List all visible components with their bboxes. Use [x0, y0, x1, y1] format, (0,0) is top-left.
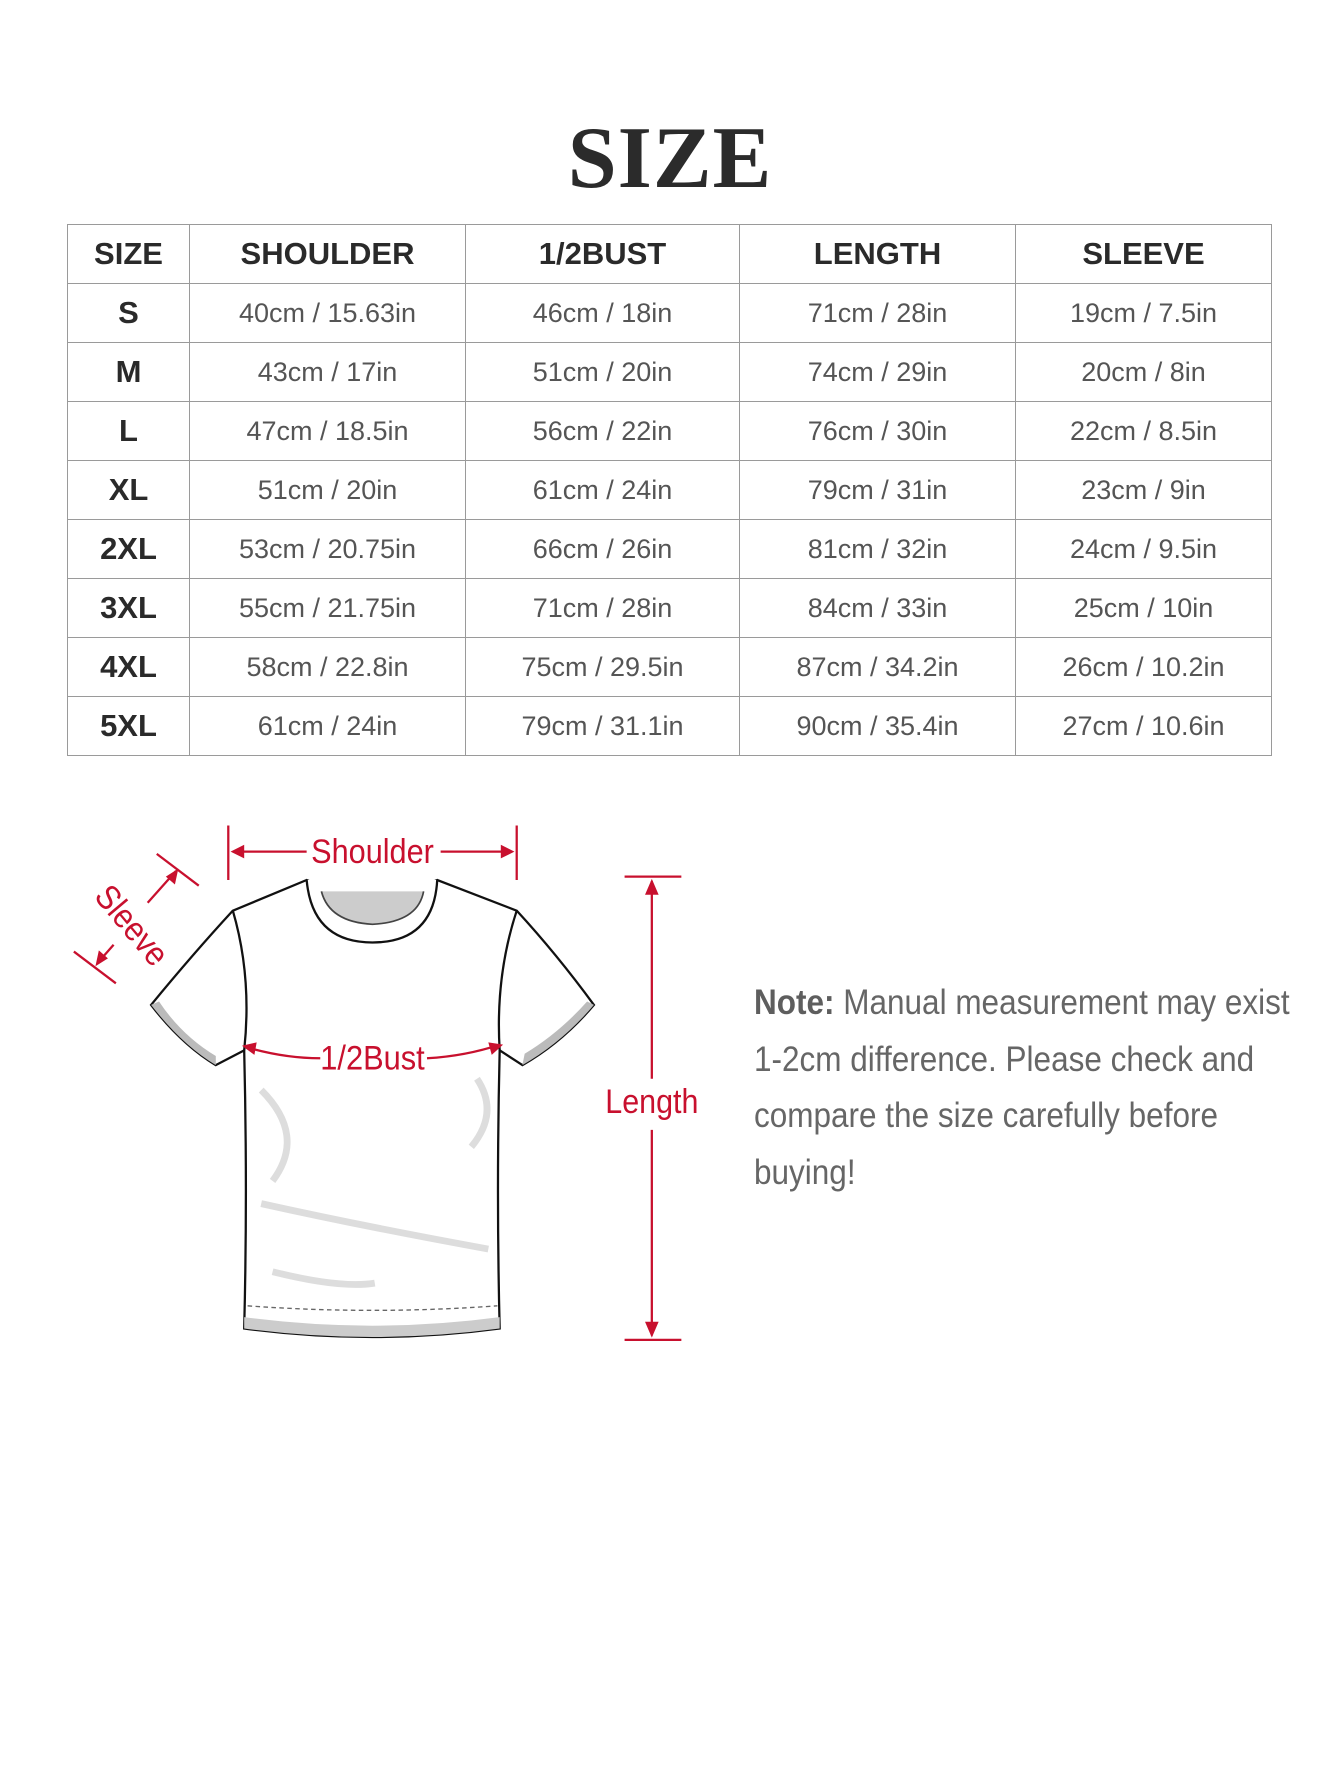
size-cell: L: [67, 401, 190, 461]
column-header-size: SIZE: [67, 224, 190, 284]
measurement-cell: 58cm / 22.8in: [189, 637, 466, 697]
measurement-cell: 40cm / 15.63in: [189, 283, 466, 343]
measurement-cell: 27cm / 10.6in: [1015, 696, 1272, 756]
size-cell: 3XL: [67, 578, 190, 638]
measurement-cell: 79cm / 31in: [739, 460, 1016, 520]
measurement-cell: 43cm / 17in: [189, 342, 466, 402]
measurement-cell: 81cm / 32in: [739, 519, 1016, 579]
measurement-note: Note: Manual measurement may exist 1-2cm…: [754, 975, 1312, 1201]
column-header-length: LENGTH: [739, 224, 1016, 284]
measurement-cell: 25cm / 10in: [1015, 578, 1272, 638]
table-row: M 43cm / 17in 51cm / 20in 74cm / 29in 20cm /…: [67, 342, 1272, 402]
size-cell: 2XL: [67, 519, 190, 579]
measurement-cell: 19cm / 7.5in: [1015, 283, 1272, 343]
measurement-cell: 26cm / 10.2in: [1015, 637, 1272, 697]
table-row: 5XL 61cm / 24in 79cm / 31.1in 90cm / 35.4in…: [67, 696, 1272, 756]
measurement-cell: 76cm / 30in: [739, 401, 1016, 461]
measurement-cell: 79cm / 31.1in: [465, 696, 740, 756]
measurement-cell: 71cm / 28in: [465, 578, 740, 638]
measurement-cell: 23cm / 9in: [1015, 460, 1272, 520]
measurement-cell: 74cm / 29in: [739, 342, 1016, 402]
measurement-cell: 22cm / 8.5in: [1015, 401, 1272, 461]
measurement-cell: 66cm / 26in: [465, 519, 740, 579]
measurement-cell: 56cm / 22in: [465, 401, 740, 461]
table-header-row: SIZE SHOULDER 1/2BUST LENGTH SLEEVE: [67, 224, 1272, 284]
measurement-cell: 90cm / 35.4in: [739, 696, 1016, 756]
measurement-arrows: [73, 825, 682, 1342]
measurement-cell: 47cm / 18.5in: [189, 401, 466, 461]
measurement-cell: 55cm / 21.75in: [189, 578, 466, 638]
column-header-sleeve: SLEEVE: [1015, 224, 1272, 284]
measurement-cell: 51cm / 20in: [465, 342, 740, 402]
measurement-cell: 61cm / 24in: [189, 696, 466, 756]
note-label: Note:: [754, 983, 835, 1022]
shoulder-label: Shoulder: [311, 833, 434, 871]
note-text: Manual measurement may exist 1-2cm diffe…: [754, 983, 1290, 1192]
size-cell: 5XL: [67, 696, 190, 756]
table-row: 2XL 53cm / 20.75in 66cm / 26in 81cm / 32in 2…: [67, 519, 1272, 579]
measurement-cell: 84cm / 33in: [739, 578, 1016, 638]
measurement-cell: 24cm / 9.5in: [1015, 519, 1272, 579]
measurement-cell: 75cm / 29.5in: [465, 637, 740, 697]
bust-label: 1/2Bust: [320, 1040, 425, 1078]
table-row: S 40cm / 15.63in 46cm / 18in 71cm / 28in 19c…: [67, 283, 1272, 343]
size-cell: M: [67, 342, 190, 402]
measurement-cell: 51cm / 20in: [189, 460, 466, 520]
column-header-1-2bust: 1/2BUST: [465, 224, 740, 284]
tshirt-illustration: [149, 878, 596, 1339]
measurement-cell: 53cm / 20.75in: [189, 519, 466, 579]
size-cell: 4XL: [67, 637, 190, 697]
table-row: XL 51cm / 20in 61cm / 24in 79cm / 31in 23cm …: [67, 460, 1272, 520]
page-title: SIZE: [567, 110, 773, 207]
measurement-cell: 20cm / 8in: [1015, 342, 1272, 402]
table-row: L 47cm / 18.5in 56cm / 22in 76cm / 30in 22cm…: [67, 401, 1272, 461]
table-row: 3XL 55cm / 21.75in 71cm / 28in 84cm / 33in 2…: [67, 578, 1272, 638]
length-label: Length: [605, 1083, 698, 1121]
size-cell: S: [67, 283, 190, 343]
measurement-cell: 61cm / 24in: [465, 460, 740, 520]
size-table: SIZE SHOULDER 1/2BUST LENGTH SLEEVE S 40cm / …: [67, 224, 1272, 756]
measurement-cell: 46cm / 18in: [465, 283, 740, 343]
